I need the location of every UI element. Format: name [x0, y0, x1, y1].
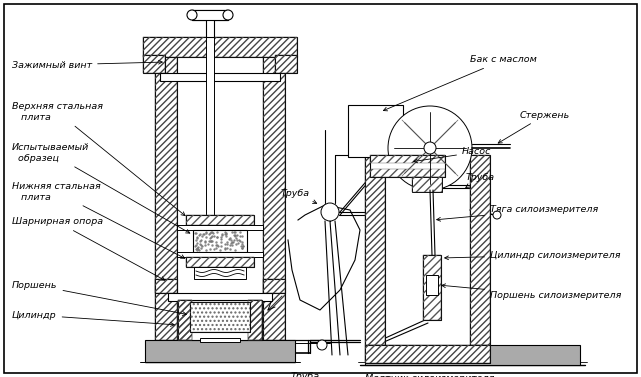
Bar	[423, 255, 441, 320]
Circle shape	[493, 211, 501, 219]
Text: Насос: Насос	[413, 147, 492, 163]
Circle shape	[321, 203, 339, 221]
Bar	[412, 177, 442, 192]
Bar	[263, 279, 285, 293]
Bar	[192, 10, 228, 20]
Bar	[263, 55, 285, 340]
Bar	[365, 345, 490, 363]
Bar	[263, 279, 285, 293]
Bar	[178, 300, 192, 340]
Bar	[155, 55, 177, 340]
Text: Зажимный винт: Зажимный винт	[12, 60, 162, 69]
Bar	[168, 293, 272, 301]
Bar	[275, 55, 297, 73]
Bar	[160, 73, 280, 81]
Text: Бак с маслом: Бак с маслом	[383, 55, 537, 111]
Bar	[186, 257, 254, 267]
Bar	[426, 275, 438, 295]
Text: Поршень: Поршень	[12, 280, 187, 316]
Ellipse shape	[223, 10, 233, 20]
Circle shape	[388, 106, 472, 190]
Bar	[200, 338, 240, 342]
Bar	[143, 37, 297, 57]
Bar	[275, 55, 297, 73]
Bar	[348, 105, 403, 157]
Bar	[177, 252, 263, 257]
Bar	[370, 169, 445, 177]
Bar	[186, 215, 254, 225]
Bar	[155, 279, 177, 293]
Bar	[177, 225, 263, 230]
Bar	[178, 300, 192, 340]
Bar	[365, 345, 580, 365]
Bar	[206, 37, 214, 217]
Bar	[248, 300, 262, 340]
Bar	[193, 230, 247, 252]
Bar	[206, 19, 214, 37]
Bar	[186, 257, 254, 267]
Bar	[248, 300, 262, 340]
Bar	[143, 55, 165, 73]
Text: Верхняя стальная
   плита: Верхняя стальная плита	[12, 102, 185, 216]
Text: Нижняя стальная
   плита: Нижняя стальная плита	[12, 182, 185, 258]
Text: Маятник силоизмерителя: Маятник силоизмерителя	[365, 374, 495, 377]
Bar	[263, 55, 285, 340]
Text: Шарнирная опора: Шарнирная опора	[12, 218, 165, 280]
Text: Труба: Труба	[281, 188, 317, 204]
Text: Труба: Труба	[290, 372, 320, 377]
Bar	[365, 345, 490, 363]
Bar	[248, 300, 262, 340]
Circle shape	[424, 142, 436, 154]
Bar	[365, 155, 385, 345]
Bar	[370, 155, 445, 177]
Bar	[412, 177, 442, 192]
Text: Цилиндр: Цилиндр	[12, 311, 174, 326]
Bar	[470, 155, 490, 345]
Bar	[190, 302, 250, 332]
Text: Цилиндр силоизмерителя: Цилиндр силоизмерителя	[445, 250, 620, 260]
Bar	[155, 279, 177, 293]
Bar	[178, 300, 262, 340]
Bar	[143, 55, 165, 73]
Bar	[190, 302, 250, 332]
Bar	[370, 155, 445, 163]
Bar	[178, 300, 192, 340]
Bar	[194, 267, 246, 279]
Bar	[186, 215, 254, 225]
Bar	[143, 37, 297, 57]
Text: Труба: Труба	[466, 173, 495, 187]
Text: Тяга силоизмерителя: Тяга силоизмерителя	[437, 205, 598, 221]
Bar	[470, 155, 490, 345]
Text: Поршень силоизмерителя: Поршень силоизмерителя	[442, 284, 621, 300]
Bar	[155, 55, 177, 340]
Bar	[145, 340, 295, 362]
Circle shape	[317, 340, 327, 350]
Text: Испытываемый
  образец: Испытываемый образец	[12, 143, 190, 233]
Text: Стержень: Стержень	[498, 110, 570, 143]
Bar	[248, 300, 262, 340]
Bar	[423, 255, 441, 320]
Bar	[365, 155, 385, 345]
Ellipse shape	[187, 10, 197, 20]
